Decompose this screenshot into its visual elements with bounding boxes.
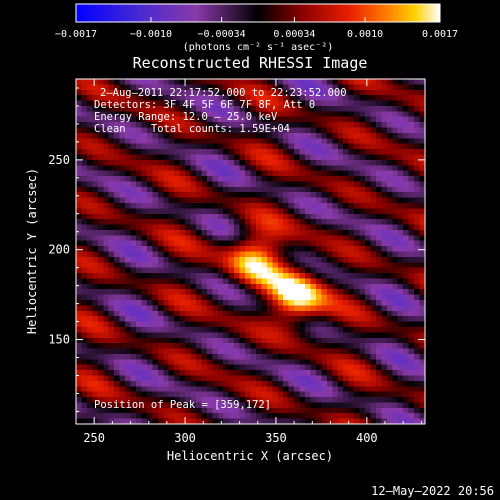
annotation-clean: Clean Total counts: 1.59E+04 [94, 123, 290, 135]
x-tick-label: 300 [174, 431, 196, 445]
annotation-time-range: 2–Aug–2011 22:17:52.000 to 22:23:52.000 [100, 87, 347, 99]
colorbar: −0.0017 −0.0010 −0.00034 0.00034 0.0010 0.001… [55, 3, 458, 53]
x-tick-label: 250 [83, 431, 105, 445]
colorbar-label: (photons cm⁻² s⁻¹ asec⁻²) [183, 42, 334, 53]
annotation-detectors: Detectors: 3F 4F 5F 6F 7F 8F, Att 0 [94, 99, 315, 111]
heatmap-image: 250 300 350 400 150 200 250 [48, 78, 426, 445]
chart-title: Reconstructed RHESSI Image [133, 54, 368, 72]
colorbar-tick-label: −0.00034 [198, 29, 246, 40]
heatmap-raster [76, 79, 425, 424]
x-axis-label: Heliocentric X (arcsec) [167, 449, 333, 463]
axis-ticks: 250 300 350 400 150 200 250 [48, 79, 425, 445]
y-axis-label: Heliocentric Y (arcsec) [25, 168, 39, 334]
plot-frame [75, 78, 426, 425]
y-tick-label: 200 [48, 243, 70, 257]
colorbar-ticks: −0.0017 −0.0010 −0.00034 0.00034 0.0010 0.001… [55, 17, 458, 40]
colorbar-tick-label: 0.0017 [422, 29, 458, 40]
colorbar-tick-label: 0.00034 [273, 29, 315, 40]
colorbar-gradient [75, 3, 441, 23]
y-tick-label: 250 [48, 153, 70, 167]
annotation-peak: Position of Peak = [359,172] [94, 399, 271, 411]
annotations: 2–Aug–2011 22:17:52.000 to 22:23:52.000 … [94, 87, 347, 411]
x-tick-label: 400 [356, 431, 378, 445]
colorbar-tick-label: −0.0017 [55, 29, 97, 40]
y-tick-label: 150 [48, 333, 70, 347]
annotation-energy-range: Energy Range: 12.0 – 25.0 keV [94, 111, 278, 123]
colorbar-tick-label: −0.0010 [130, 29, 172, 40]
timestamp: 12–May–2022 20:56 [371, 484, 494, 498]
colorbar-tick-label: 0.0010 [347, 29, 383, 40]
x-tick-label: 350 [265, 431, 287, 445]
